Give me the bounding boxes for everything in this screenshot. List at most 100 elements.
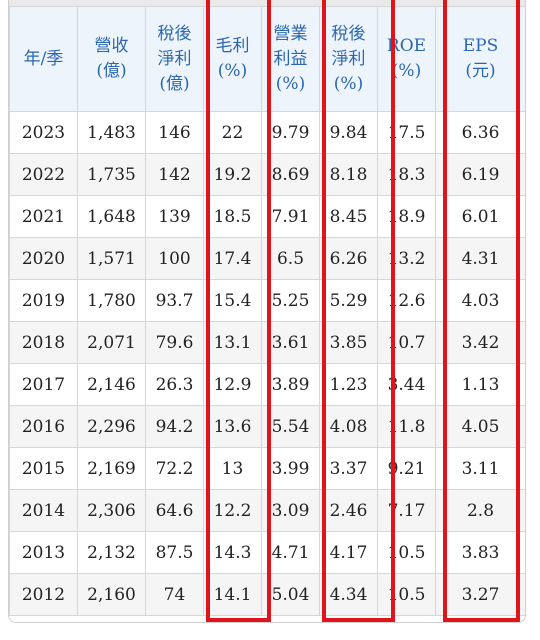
cell-revenue: 1,483 [77,111,146,154]
cell-gross-margin: 17.4 [203,237,262,280]
cell-eps: 3.83 [435,531,525,574]
table-row: 2017 2,146 26.3 12.9 3.89 1.23 3.44 1.13 [9,363,525,406]
cell-eps: 4.05 [435,405,525,448]
cell-roe: 10.5 [377,573,436,616]
header-label-line: (%) [391,61,422,81]
cell-eps: 3.11 [435,447,525,490]
cell-revenue: 2,296 [77,405,146,448]
header-roe[interactable]: ROE (%) [377,6,436,112]
cell-net-margin: 8.45 [319,195,378,238]
cell-roe: 9.21 [377,447,436,490]
table-row: 2023 1,483 146 22 9.79 9.84 17.5 6.36 [9,111,525,154]
header-label-line: 營業 [273,23,308,44]
cell-operating-margin: 3.89 [261,363,320,406]
table-body: 2023 1,483 146 22 9.79 9.84 17.5 6.36 2022 1,735 1… [9,111,525,616]
cell-eps: 3.27 [435,573,525,616]
cell-roe: 18.9 [377,195,436,238]
cell-year: 2018 [9,321,78,364]
header-label-line: EPS [462,36,499,56]
cell-operating-margin: 3.99 [261,447,320,490]
header-net-income[interactable]: 稅後 淨利 (億) [145,6,204,112]
header-gross-margin[interactable]: 毛利 (%) [203,6,262,112]
cell-net-income: 87.5 [145,531,204,574]
cell-roe: 7.17 [377,489,436,532]
financial-ratio-table: 年/季 營收 (億) 稅後 淨利 (億) 毛利 (%) 營業 利益 (%) 稅後 淨利 (%) ROE (%)… [9,6,525,616]
cell-net-income: 64.6 [145,489,204,532]
cell-net-income: 72.2 [145,447,204,490]
cell-net-margin: 8.18 [319,153,378,196]
cell-roe: 17.5 [377,111,436,154]
cell-year: 2020 [9,237,78,280]
cell-roe: 11.8 [377,405,436,448]
cell-roe: 18.3 [377,153,436,196]
header-net-margin[interactable]: 稅後淨利 (%) [319,6,378,112]
header-eps[interactable]: EPS (元) [435,6,525,112]
header-label-line: (%) [333,73,364,94]
header-label-line: (%) [217,61,248,81]
cell-revenue: 2,071 [77,321,146,364]
table-row: 2016 2,296 94.2 13.6 5.54 4.08 11.8 4.05 [9,405,525,448]
cell-revenue: 2,306 [77,489,146,532]
cell-net-margin: 1.23 [319,363,378,406]
cell-year: 2016 [9,405,78,448]
cell-revenue: 1,735 [77,153,146,196]
cell-eps: 2.8 [435,489,525,532]
cell-gross-margin: 15.4 [203,279,262,322]
cell-eps: 6.01 [435,195,525,238]
cell-net-income: 79.6 [145,321,204,364]
cell-operating-margin: 3.61 [261,321,320,364]
cell-year: 2017 [9,363,78,406]
cell-eps: 4.31 [435,237,525,280]
cell-gross-margin: 12.9 [203,363,262,406]
header-revenue[interactable]: 營收 (億) [77,6,146,112]
cell-operating-margin: 5.25 [261,279,320,322]
table-row: 2018 2,071 79.6 13.1 3.61 3.85 10.7 3.42 [9,321,525,364]
header-label-line: 年/季 [23,48,64,69]
cell-net-income: 142 [145,153,204,196]
cell-eps: 3.42 [435,321,525,364]
header-label-line: (%) [275,73,306,94]
cell-roe: 10.5 [377,531,436,574]
cell-net-margin: 9.84 [319,111,378,154]
cell-net-income: 74 [145,573,204,616]
cell-revenue: 2,132 [77,531,146,574]
cell-net-margin: 2.46 [319,489,378,532]
cell-operating-margin: 4.71 [261,531,320,574]
cell-operating-margin: 5.54 [261,405,320,448]
cell-net-margin: 3.37 [319,447,378,490]
header-label-line: (元) [465,61,496,81]
cell-eps: 6.36 [435,111,525,154]
cell-net-income: 26.3 [145,363,204,406]
header-label-line: 稅後 [331,23,366,44]
cell-gross-margin: 13.6 [203,405,262,448]
cell-net-margin: 4.08 [319,405,378,448]
table-row: 2021 1,648 139 18.5 7.91 8.45 18.9 6.01 [9,195,525,238]
cell-operating-margin: 8.69 [261,153,320,196]
header-label-line: 淨利 [157,48,192,69]
table-row: 2015 2,169 72.2 13 3.99 3.37 9.21 3.11 [9,447,525,490]
cell-year: 2014 [9,489,78,532]
cell-roe: 3.44 [377,363,436,406]
table-row: 2022 1,735 142 19.2 8.69 8.18 18.3 6.19 [9,153,525,196]
cell-revenue: 2,169 [77,447,146,490]
cell-gross-margin: 13 [203,447,262,490]
header-label-line: 淨利 [331,48,366,69]
header-label-line: 毛利 [215,36,250,56]
cell-gross-margin: 18.5 [203,195,262,238]
cell-net-income: 146 [145,111,204,154]
cell-net-margin: 4.34 [319,573,378,616]
cell-revenue: 2,160 [77,573,146,616]
cell-operating-margin: 5.04 [261,573,320,616]
cell-year: 2021 [9,195,78,238]
cell-gross-margin: 14.3 [203,531,262,574]
cell-operating-margin: 7.91 [261,195,320,238]
header-label-line: 稅後 [157,23,192,44]
cell-year: 2023 [9,111,78,154]
table-row: 2014 2,306 64.6 12.2 3.09 2.46 7.17 2.8 [9,489,525,532]
header-year[interactable]: 年/季 [9,6,78,112]
header-operating-margin[interactable]: 營業 利益 (%) [261,6,320,112]
cell-gross-margin: 12.2 [203,489,262,532]
cell-eps: 6.19 [435,153,525,196]
financial-table-panel: 年/季 營收 (億) 稅後 淨利 (億) 毛利 (%) 營業 利益 (%) 稅後 淨利 (%) ROE (%)… [8,0,526,623]
cell-net-income: 139 [145,195,204,238]
